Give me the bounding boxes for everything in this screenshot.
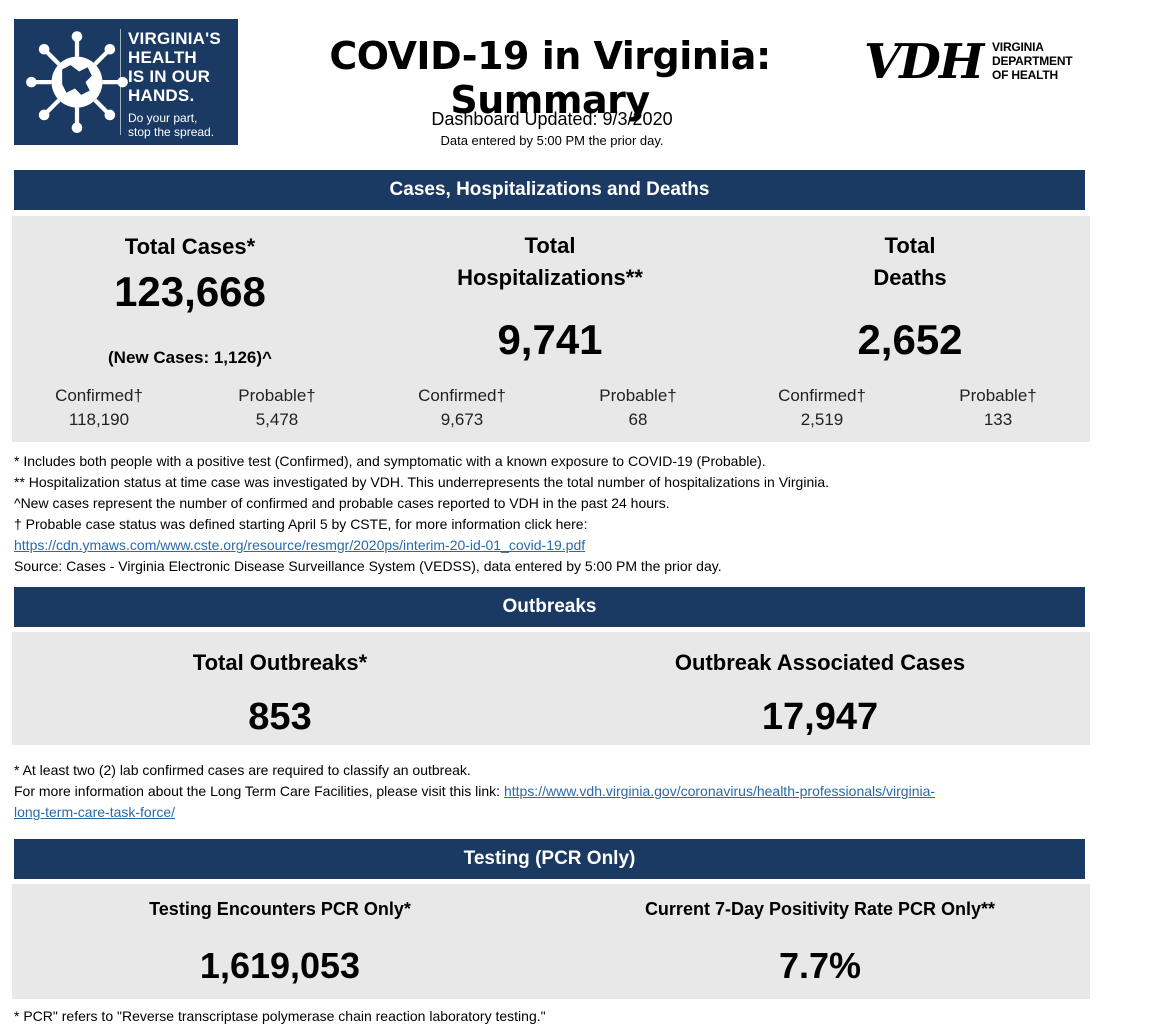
vdh-logo: VDH VIRGINIA DEPARTMENT OF HEALTH (864, 36, 1079, 90)
deaths-probable-label: Probable† (959, 386, 1037, 405)
deaths-confirmed-value: 2,519 (800, 410, 844, 429)
cases-confirmed-value: 118,190 (68, 410, 130, 429)
footnote-hospitalizations: ** Hospitalization status at time case w… (14, 474, 830, 490)
hosp-confirmed-label: Confirmed† (418, 386, 506, 405)
testing-section-header: Testing (PCR Only) (14, 839, 1085, 879)
logo-headline: VIRGINIA'S HEALTH IS IN OUR HANDS. (128, 29, 221, 105)
footnote-outbreak: * At least two (2) lab confirmed cases a… (14, 762, 471, 778)
positivity-label: Current 7-Day Positivity Rate PCR Only** (644, 899, 996, 919)
ltc-link-part2[interactable]: long-term-care-task-force/ (14, 804, 176, 820)
virus-icon (26, 31, 128, 133)
outbreak-cases-value: 17,947 (761, 696, 879, 738)
total-cases-value: 123,668 (114, 268, 266, 315)
ltc-note: For more information about the Long Term… (14, 783, 504, 799)
deaths-label-line2: Deaths (873, 265, 947, 290)
source-note: Source: Cases - Virginia Electronic Dise… (14, 558, 722, 574)
cases-confirmed-label: Confirmed† (55, 386, 143, 405)
vdh-name: VIRGINIA DEPARTMENT OF HEALTH (992, 40, 1073, 82)
cases-panel: Total Cases* 123,668 (New Cases: 1,126)^… (12, 216, 1090, 442)
page-title: COVID-19 in Virginia: Summary (329, 34, 771, 122)
total-outbreaks-value: 853 (248, 696, 312, 738)
total-cases-label: Total Cases* (124, 234, 256, 259)
outbreaks-panel: Total Outbreaks* 853 Outbreak Associated… (12, 632, 1090, 745)
deaths-confirmed-label: Confirmed† (778, 386, 866, 405)
hospitalizations-label-line2: Hospitalizations** (457, 265, 643, 290)
dashboard-updated: Dashboard Updated: 9/3/2020 (431, 109, 673, 129)
logo-tagline: Do your part, stop the spread. (128, 111, 215, 139)
new-cases: (New Cases: 1,126)^ (108, 348, 272, 367)
ltc-link-part1[interactable]: https://www.vdh.virginia.gov/coronavirus… (503, 783, 936, 799)
cases-probable-value: 5,478 (255, 410, 299, 429)
hospitalizations-label-line1: Total (524, 233, 576, 258)
footnote-probable: † Probable case status was defined start… (14, 516, 588, 532)
positivity-value: 7.7% (778, 945, 862, 986)
testing-panel: Testing Encounters PCR Only* 1,619,053 C… (12, 884, 1090, 999)
hosp-confirmed-value: 9,673 (440, 410, 484, 429)
outbreaks-footnotes: * At least two (2) lab confirmed cases a… (14, 760, 1114, 823)
testing-encounters-label: Testing Encounters PCR Only* (149, 899, 411, 919)
outbreak-cases-label: Outbreak Associated Cases (674, 650, 966, 675)
outbreaks-section-header: Outbreaks (14, 587, 1085, 627)
total-outbreaks-label: Total Outbreaks* (192, 650, 368, 675)
deaths-value: 2,652 (857, 316, 963, 363)
footnote-new-cases: ^New cases represent the number of confi… (14, 495, 670, 511)
deaths-probable-value: 133 (983, 410, 1013, 429)
hospitalizations-value: 9,741 (497, 316, 603, 363)
testing-encounters-value: 1,619,053 (199, 945, 361, 986)
cases-section-header: Cases, Hospitalizations and Deaths (14, 170, 1085, 210)
cste-link[interactable]: https://cdn.ymaws.com/www.cste.org/resou… (14, 537, 586, 553)
hosp-probable-label: Probable† (599, 386, 677, 405)
footnote-cases: * Includes both people with a positive t… (14, 453, 766, 469)
cases-probable-label: Probable† (238, 386, 316, 405)
cases-footnotes: * Includes both people with a positive t… (14, 451, 1114, 577)
deaths-label-line1: Total (884, 233, 936, 258)
logo-divider (120, 29, 121, 135)
data-entered-note: Data entered by 5:00 PM the prior day. (440, 133, 664, 148)
hosp-probable-value: 68 (628, 410, 648, 429)
pcr-footnote: * PCR" refers to "Reverse transcriptase … (14, 1008, 546, 1024)
vdh-mark: VDH (864, 34, 984, 90)
campaign-logo: VIRGINIA'S HEALTH IS IN OUR HANDS. Do yo… (14, 19, 238, 145)
